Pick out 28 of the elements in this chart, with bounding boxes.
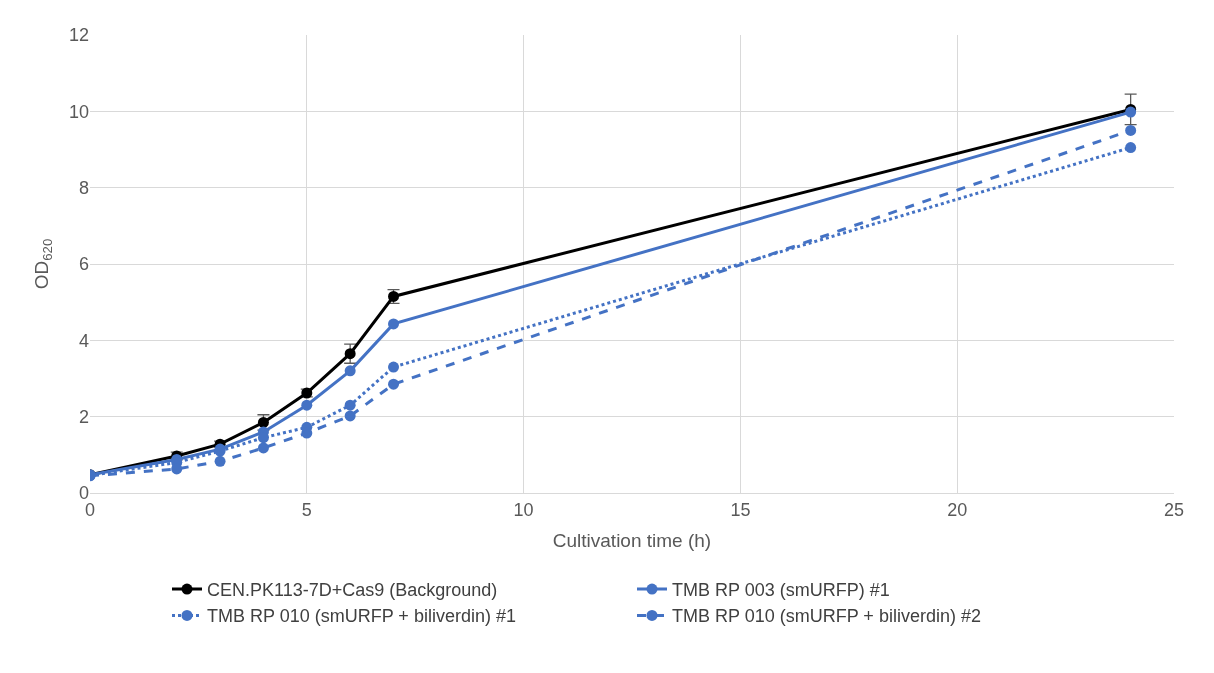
point: [257, 442, 269, 454]
point: [344, 365, 356, 377]
legend-label: TMB RP 003 (smURFP) #1: [672, 580, 890, 601]
y-tick-label: 6: [78, 254, 89, 275]
x-tick-label: 5: [301, 499, 312, 520]
legend-label: CEN.PK113-7D+Cas9 (Background): [207, 580, 498, 601]
point: [344, 399, 356, 411]
point: [301, 399, 313, 411]
x-tick-label: 15: [730, 499, 751, 520]
y-tick-label: 0: [78, 483, 89, 504]
point: [214, 455, 226, 467]
x-tick-label: 20: [947, 499, 968, 520]
x-tick-label: 10: [513, 499, 534, 520]
legend-label: TMB RP 010 (smURFP + biliverdin) #2: [672, 606, 981, 627]
y-tick-label: 12: [68, 25, 89, 46]
y-tick-label: 10: [68, 101, 89, 122]
point: [388, 318, 400, 330]
x-axis-title: Cultivation time (h): [552, 530, 712, 552]
y-tick-label: 2: [78, 406, 89, 427]
point: [388, 378, 400, 390]
x-tick-label: 25: [1163, 499, 1185, 520]
point: [1125, 142, 1137, 154]
legend-label: TMB RP 010 (smURFP + biliverdin) #1: [207, 606, 516, 627]
y-tick-label: 4: [78, 330, 89, 351]
y-tick-label: 8: [78, 177, 89, 198]
point: [344, 410, 356, 422]
point: [1125, 124, 1137, 136]
point: [388, 361, 400, 373]
